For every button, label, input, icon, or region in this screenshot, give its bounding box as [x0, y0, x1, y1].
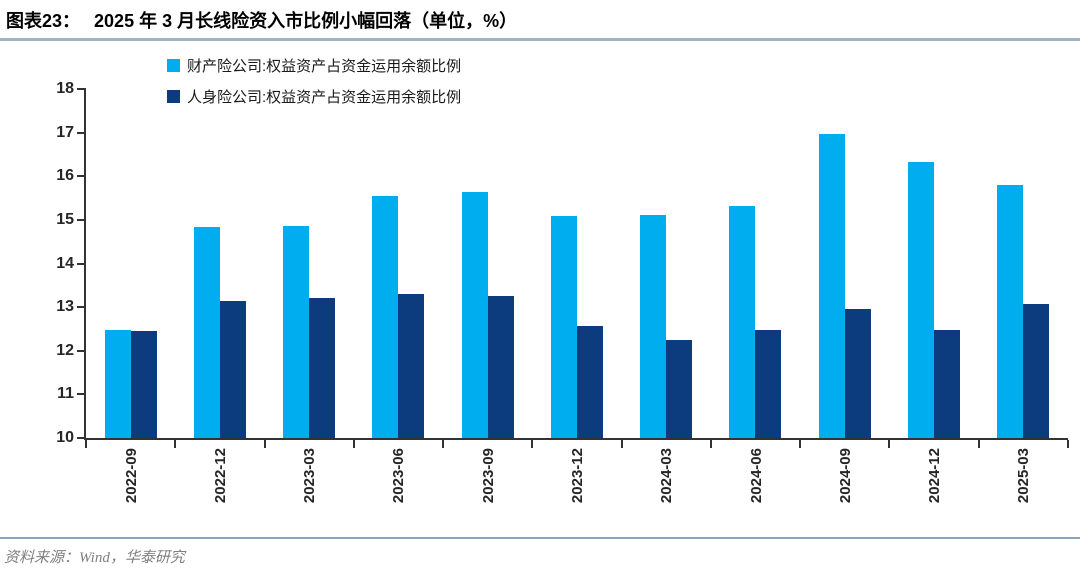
bar-life-2023-06 [398, 294, 425, 438]
x-axis-tick [352, 440, 355, 448]
x-axis-label: 2025-03 [1015, 448, 1033, 504]
x-axis-tick [442, 440, 445, 448]
bars-row [86, 89, 1068, 438]
y-axis-tick [77, 393, 86, 396]
bar-group [979, 89, 1068, 438]
x-axis-labels: 2022-09 2022-12 2023-03 2023-06 2023-09 2023-… [86, 438, 1068, 518]
y-axis-label: 12 [56, 341, 74, 359]
bar-property-2022-09 [104, 330, 131, 438]
bar-group [622, 89, 711, 438]
x-axis-label: 2022-09 [122, 448, 140, 504]
x-axis-tick [174, 440, 177, 448]
y-axis-tick [77, 175, 86, 178]
bar-property-2023-06 [372, 195, 399, 438]
x-axis-tick [531, 440, 534, 448]
y-axis-label: 11 [57, 385, 74, 403]
bar-group [711, 89, 800, 438]
x-axis-label: 2023-06 [390, 448, 408, 504]
bar-property-2023-09 [461, 192, 488, 438]
x-axis-label: 2024-12 [926, 448, 944, 504]
y-axis-tick [77, 88, 86, 90]
x-axis-tick [620, 440, 623, 448]
bar-group [532, 89, 621, 438]
x-axis-tick [799, 440, 802, 448]
x-axis-label: 2023-12 [569, 448, 586, 504]
bar-life-2025-03 [1023, 304, 1050, 438]
bar-group [800, 89, 889, 438]
x-axis-tick [1067, 440, 1069, 448]
bar-life-2023-12 [576, 325, 603, 438]
legend-marker-property-insurers [167, 59, 180, 72]
legend-marker-life-insurers [167, 90, 180, 103]
y-axis-label: 13 [56, 298, 74, 316]
bar-property-2023-03 [283, 225, 310, 438]
bar-group [175, 89, 264, 438]
x-axis-label: 2024-06 [747, 448, 765, 504]
bar-life-2022-12 [219, 300, 246, 438]
x-axis-tick [709, 440, 712, 448]
figure-title: 2025 年 3 月长线险资入市比例小幅回落（单位，%） [94, 11, 518, 31]
bar-group [86, 89, 175, 438]
source-note: 资料来源：Wind，华泰研究 [4, 550, 185, 566]
bar-group [443, 89, 532, 438]
y-axis-label: 18 [56, 80, 74, 97]
footer-divider [0, 537, 1080, 539]
x-axis-label: 2024-09 [836, 448, 854, 504]
y-axis-tick [77, 131, 86, 134]
bar-group [354, 89, 443, 438]
y-axis-label: 10 [56, 429, 74, 446]
x-axis-label: 2023-03 [301, 448, 319, 504]
bar-life-2024-12 [934, 330, 961, 438]
legend-label-property-insurers: 财产险公司:权益资产占资金运用余额比例 [187, 58, 462, 75]
x-axis-label: 2022-12 [211, 448, 229, 504]
x-axis-label: 2024-03 [658, 448, 676, 504]
legend: 财产险公司:权益资产占资金运用余额比例 人身险公司:权益资产占资金运用余额比例 [167, 55, 461, 107]
figure-label: 图表23： [6, 11, 81, 31]
y-axis-tick [77, 349, 86, 352]
y-axis-label: 15 [56, 210, 74, 228]
bar-property-2024-12 [908, 161, 935, 438]
bar-life-2024-06 [755, 330, 782, 438]
bar-life-2023-03 [309, 298, 336, 438]
bar-property-2023-12 [550, 215, 577, 438]
y-axis-tick [77, 218, 86, 221]
bar-life-2023-09 [487, 296, 514, 438]
x-axis-label: 2023-09 [479, 448, 497, 504]
title-divider [0, 38, 1080, 41]
legend-item-property-insurers: 财产险公司:权益资产占资金运用余额比例 [167, 55, 461, 76]
legend-label-life-insurers: 人身险公司:权益资产占资金运用余额比例 [187, 89, 462, 106]
x-axis-tick [263, 440, 266, 448]
bar-life-2024-09 [844, 309, 871, 438]
bar-property-2022-12 [193, 227, 220, 438]
x-axis-tick [888, 440, 891, 448]
y-axis-tick [77, 262, 86, 265]
bar-group [889, 89, 978, 438]
bar-life-2024-03 [666, 339, 693, 438]
x-axis-tick [85, 440, 87, 448]
x-axis-tick [977, 440, 980, 448]
plot-area: 2022-09 2022-12 2023-03 2023-06 2023-09 2023-… [56, 80, 1069, 503]
bar-life-2022-09 [130, 330, 157, 438]
chart-header: 图表23： 2025 年 3 月长线险资入市比例小幅回落（单位，%） [6, 7, 517, 33]
y-axis-tick [77, 306, 86, 309]
bar-property-2025-03 [997, 184, 1024, 438]
y-axis-label: 17 [56, 123, 74, 141]
bar-property-2024-03 [640, 214, 667, 438]
bar-property-2024-06 [729, 205, 756, 438]
y-axis-label: 16 [56, 167, 74, 185]
y-axis-label: 14 [56, 254, 74, 272]
y-axis-tick [77, 437, 86, 439]
bar-property-2024-09 [818, 133, 845, 438]
bar-group [265, 89, 354, 438]
legend-item-life-insurers: 人身险公司:权益资产占资金运用余额比例 [167, 86, 461, 107]
